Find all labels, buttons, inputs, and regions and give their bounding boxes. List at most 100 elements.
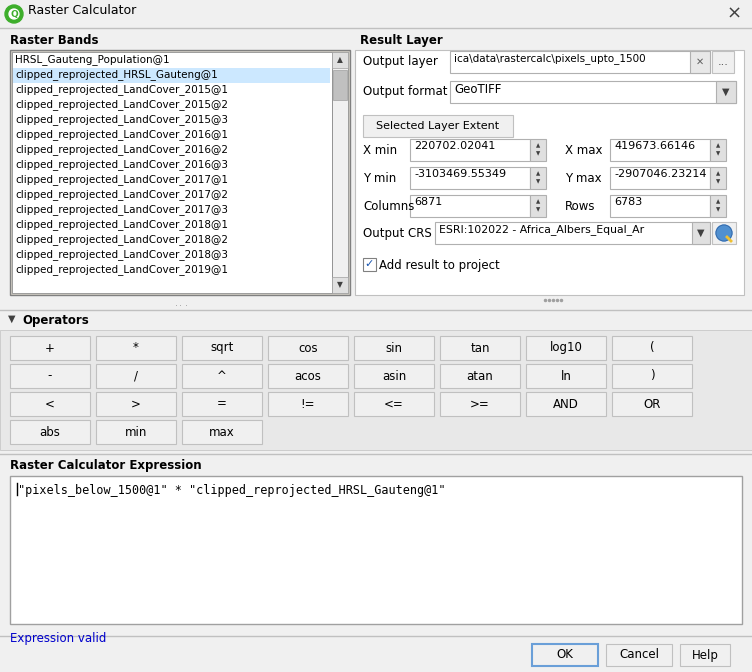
Bar	[710, 195, 726, 217]
Bar	[710, 139, 726, 161]
Text: clipped_reprojected_LandCover_2018@1: clipped_reprojected_LandCover_2018@1	[15, 219, 228, 230]
Text: .: .	[180, 298, 183, 308]
Text: ▼: ▼	[536, 179, 540, 185]
Bar	[440, 364, 520, 388]
Text: Raster Calculator Expression: Raster Calculator Expression	[10, 459, 202, 472]
Bar	[182, 336, 262, 360]
Bar	[612, 336, 692, 360]
Bar	[530, 139, 546, 161]
Text: Rows: Rows	[565, 200, 596, 212]
Text: ): )	[650, 370, 654, 382]
Text: Cancel: Cancel	[619, 648, 659, 661]
Bar	[333, 70, 347, 100]
Text: ▼: ▼	[722, 87, 729, 97]
Text: <: <	[45, 398, 55, 411]
Text: ▲: ▲	[337, 56, 343, 65]
Bar	[10, 476, 742, 624]
Text: cos: cos	[299, 341, 318, 355]
Text: Q: Q	[10, 10, 18, 19]
Circle shape	[716, 225, 732, 241]
Text: ▼: ▼	[716, 151, 720, 157]
Bar	[710, 167, 726, 189]
Text: (: (	[650, 341, 654, 355]
Text: clipped_reprojected_LandCover_2016@1: clipped_reprojected_LandCover_2016@1	[15, 129, 228, 140]
Text: tan: tan	[470, 341, 490, 355]
Text: abs: abs	[40, 425, 60, 439]
Text: /: /	[134, 370, 138, 382]
Text: AND: AND	[553, 398, 579, 411]
Text: OR: OR	[643, 398, 661, 411]
Text: Output CRS: Output CRS	[363, 226, 432, 239]
Bar	[363, 258, 376, 271]
Bar	[526, 364, 606, 388]
Text: <=: <=	[384, 398, 404, 411]
Bar	[96, 364, 176, 388]
Text: ▼: ▼	[536, 151, 540, 157]
Bar	[606, 644, 672, 666]
Text: *: *	[133, 341, 139, 355]
Bar	[450, 81, 736, 103]
Text: Selected Layer Extent: Selected Layer Extent	[377, 121, 499, 131]
Bar	[690, 51, 710, 73]
Text: ✓: ✓	[364, 259, 374, 269]
Text: clipped_reprojected_LandCover_2019@1: clipped_reprojected_LandCover_2019@1	[15, 264, 228, 275]
Text: 6783: 6783	[614, 197, 642, 207]
Text: clipped_reprojected_LandCover_2018@2: clipped_reprojected_LandCover_2018@2	[15, 234, 228, 245]
Bar	[440, 392, 520, 416]
Text: ▲: ▲	[716, 171, 720, 177]
Text: Output format: Output format	[363, 85, 447, 99]
Bar	[610, 167, 710, 189]
Bar	[182, 364, 262, 388]
Text: acos: acos	[295, 370, 321, 382]
Text: -: -	[48, 370, 52, 382]
Bar	[410, 167, 530, 189]
Text: 220702.02041: 220702.02041	[414, 141, 496, 151]
Text: ▼: ▼	[716, 179, 720, 185]
Text: X max: X max	[565, 144, 602, 157]
Bar	[13, 68, 330, 83]
Circle shape	[9, 9, 19, 19]
Text: ▲: ▲	[536, 144, 540, 149]
Text: Y min: Y min	[363, 171, 396, 185]
Text: clipped_reprojected_LandCover_2016@2: clipped_reprojected_LandCover_2016@2	[15, 144, 228, 155]
Bar	[410, 139, 530, 161]
Bar	[440, 336, 520, 360]
Text: ▼: ▼	[716, 208, 720, 212]
Text: GeoTIFF: GeoTIFF	[454, 83, 502, 96]
Text: max: max	[209, 425, 235, 439]
Bar	[10, 336, 90, 360]
Text: ▲: ▲	[716, 144, 720, 149]
Bar	[410, 195, 530, 217]
Text: ×: ×	[726, 5, 741, 23]
Bar	[716, 81, 736, 103]
Text: ▼: ▼	[337, 280, 343, 290]
Text: Raster Bands: Raster Bands	[10, 34, 99, 47]
Text: ▼: ▼	[536, 208, 540, 212]
Bar	[450, 51, 710, 73]
Text: asin: asin	[382, 370, 406, 382]
Bar	[268, 336, 348, 360]
Bar	[712, 51, 734, 73]
Bar	[354, 364, 434, 388]
Text: clipped_reprojected_LandCover_2016@3: clipped_reprojected_LandCover_2016@3	[15, 159, 228, 170]
Text: >=: >=	[470, 398, 490, 411]
Bar	[610, 195, 710, 217]
Text: >: >	[131, 398, 141, 411]
Text: ✕: ✕	[696, 57, 704, 67]
Text: atan: atan	[467, 370, 493, 382]
Text: Expression valid: Expression valid	[10, 632, 106, 645]
Text: Operators: Operators	[22, 314, 89, 327]
Text: ica\data\rastercalc\pixels_upto_1500: ica\data\rastercalc\pixels_upto_1500	[454, 53, 646, 64]
Bar	[332, 52, 348, 293]
Bar	[96, 420, 176, 444]
Text: -2907046.23214: -2907046.23214	[614, 169, 706, 179]
Text: .: .	[174, 298, 177, 308]
Bar	[10, 420, 90, 444]
Text: .: .	[184, 298, 187, 308]
Text: X min: X min	[363, 144, 397, 157]
Bar	[96, 336, 176, 360]
Bar	[12, 52, 332, 293]
Circle shape	[5, 5, 23, 23]
Bar	[0, 0, 752, 28]
Text: clipped_reprojected_LandCover_2017@2: clipped_reprojected_LandCover_2017@2	[15, 189, 228, 200]
